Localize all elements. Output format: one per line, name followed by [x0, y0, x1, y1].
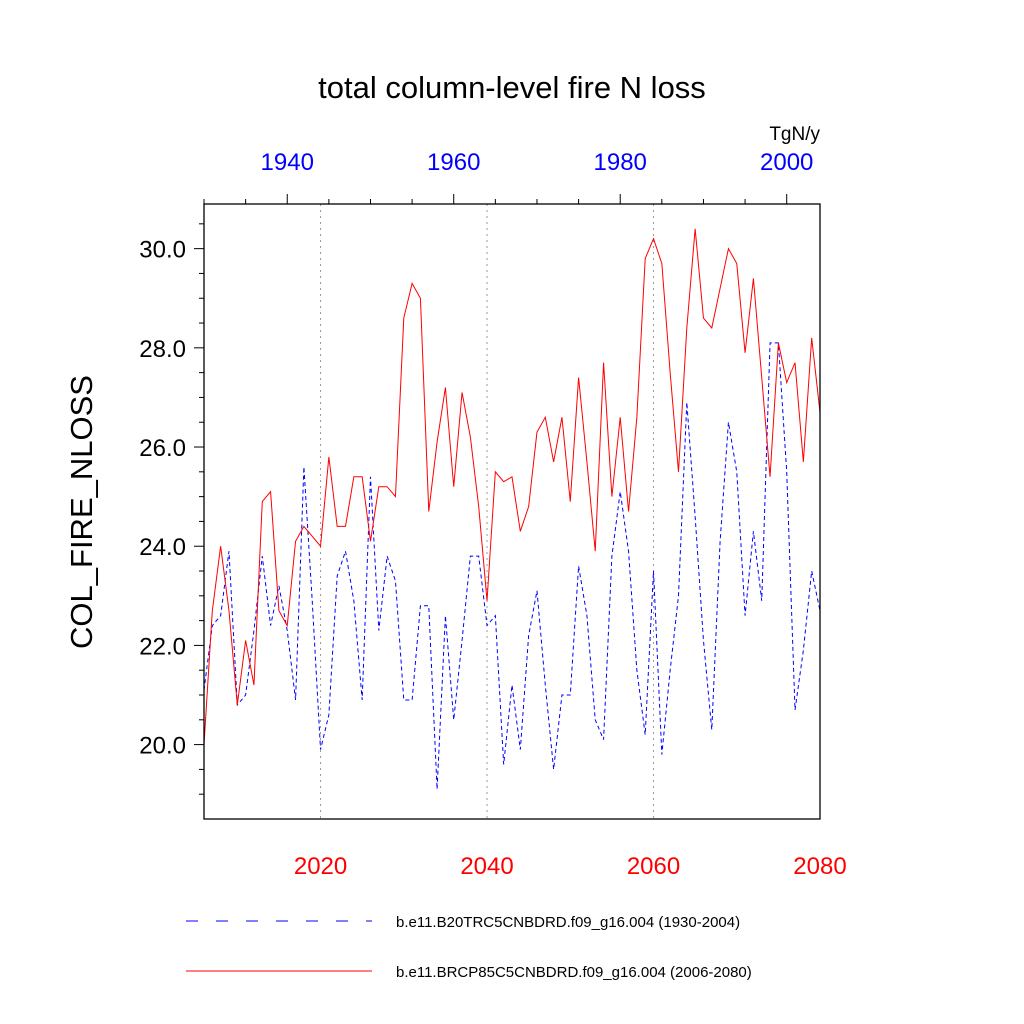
y-tick-label-0: 20.0	[139, 733, 186, 760]
series-line-1	[203, 228, 821, 745]
bottom-tick-label-2: 2060	[627, 853, 680, 880]
series-lines	[203, 228, 821, 790]
chart-title: total column-level fire N loss	[318, 70, 706, 105]
legend-label-historical: b.e11.B20TRC5CNBDRD.f09_g16.004 (1930-20…	[396, 914, 740, 931]
legend-label-rcp85: b.e11.BRCP85C5CNBDRD.f09_g16.004 (2006-2…	[396, 964, 752, 981]
top-tick-label-1: 1960	[427, 149, 480, 176]
y-tick-label-3: 26.0	[139, 435, 186, 462]
top-tick-label-3: 2000	[760, 149, 813, 176]
axes	[194, 194, 821, 820]
y-tick-label-5: 30.0	[139, 237, 186, 264]
plot-frame	[203, 203, 821, 820]
bottom-tick-label-0: 2020	[294, 853, 347, 880]
vertical-gridlines	[320, 204, 655, 819]
bottom-tick-label-3: 2080	[793, 853, 846, 880]
top-tick-label-0: 1940	[261, 149, 314, 176]
y-tick-label-4: 28.0	[139, 336, 186, 363]
series-line-0	[203, 342, 821, 790]
y-tick-label-2: 24.0	[139, 534, 186, 561]
y-tick-label-1: 22.0	[139, 633, 186, 660]
top-tick-label-2: 1980	[594, 149, 647, 176]
units-label: TgN/y	[769, 124, 820, 145]
tick-labels: 20.0 22.0 24.0 26.0 28.0 30.0 1940 1960 1980 2000…	[139, 149, 846, 880]
legend: b.e11.B20TRC5CNBDRD.f09_g16.004 (1930-20…	[186, 914, 752, 981]
bottom-tick-label-1: 2040	[460, 853, 513, 880]
y-axis-title: COL_FIRE_NLOSS	[64, 375, 99, 649]
